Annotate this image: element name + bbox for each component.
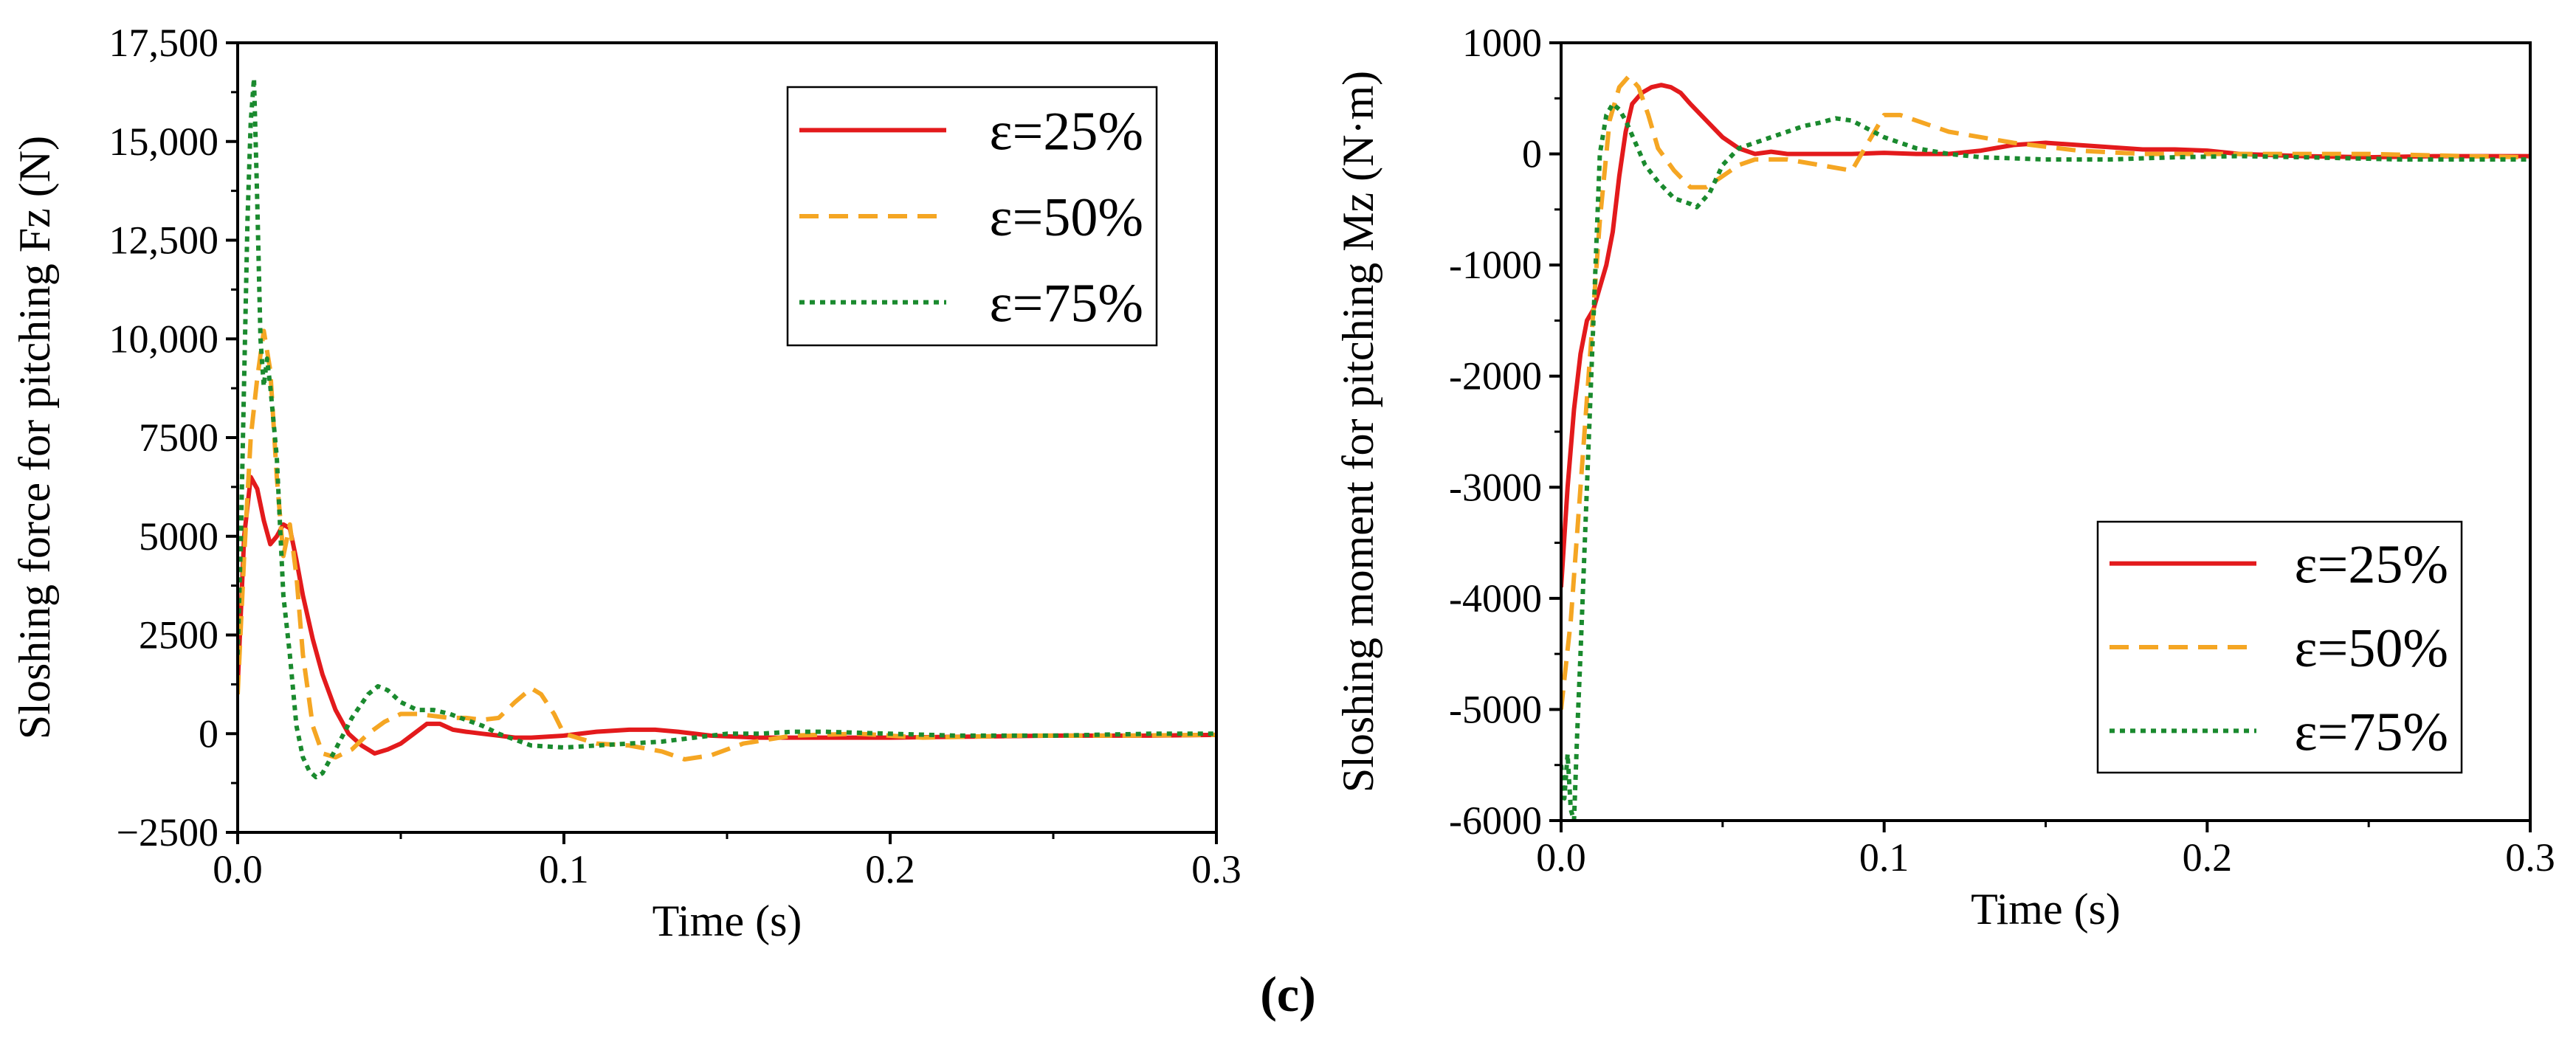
chart-mz: 0.0 0.1 0.2 0.3 -6000 -5000 -4000 -3000 … <box>1334 21 2555 933</box>
mz-y-tick: 1000 <box>1462 21 1561 65</box>
fz-y-tick: 0 <box>199 711 238 756</box>
mz-y-ticks: -6000 -5000 -4000 -3000 -2000 -1000 0 10… <box>1449 21 1561 843</box>
mz-y-tick-label: 0 <box>1522 132 1542 176</box>
mz-y-tick: 0 <box>1522 132 1561 176</box>
fz-x-tick: 0.2 <box>865 832 915 891</box>
mz-y-tick-label: -3000 <box>1449 465 1542 509</box>
fz-x-tick: 0.0 <box>213 832 263 891</box>
mz-x-tick: 0.1 <box>1859 821 1909 880</box>
mz-y-tick: -6000 <box>1449 798 1561 843</box>
chart-fz: 0.0 0.1 0.2 0.3 −2500 0 2500 5000 7500 1… <box>10 21 1241 945</box>
fz-y-tick-label: 5000 <box>139 514 218 559</box>
mz-series-layer <box>1561 74 2530 821</box>
mz-y-tick: -5000 <box>1449 687 1561 731</box>
mz-x-tick: 0.0 <box>1536 821 1586 880</box>
fz-y-tick: 5000 <box>139 514 238 559</box>
fz-x-tick: 0.1 <box>539 832 589 891</box>
mz-x-tick-label: 0.1 <box>1859 835 1909 880</box>
fz-y-tick: 10,000 <box>109 317 238 361</box>
fz-y-tick-label: 2500 <box>139 613 218 657</box>
fz-x-axis-title: Time (s) <box>652 897 802 945</box>
mz-y-tick-label: -4000 <box>1449 576 1542 621</box>
fz-y-tick: −2500 <box>117 810 238 855</box>
mz-y-tick-label: 1000 <box>1462 21 1542 65</box>
fz-y-tick: 12,500 <box>109 218 238 263</box>
fz-minor-ticks <box>231 91 1055 839</box>
mz-x-axis-title: Time (s) <box>1971 885 2121 933</box>
fz-series-eps50-line <box>238 328 1216 762</box>
fz-y-tick-label: 10,000 <box>109 317 219 361</box>
mz-legend-entry-eps75: ε=75% <box>2110 702 2448 762</box>
mz-y-tick-label: -6000 <box>1449 798 1542 843</box>
fz-legend-label-eps50: ε=50% <box>990 187 1143 248</box>
mz-series-eps25-line <box>1561 83 2530 587</box>
mz-x-tick-label: 0.2 <box>2183 835 2233 880</box>
mz-legend: ε=25% ε=50% ε=75% <box>2096 520 2463 774</box>
mz-y-tick: -1000 <box>1449 243 1561 287</box>
mz-legend-entry-eps25: ε=25% <box>2110 535 2448 596</box>
fz-legend-entry-eps75: ε=75% <box>799 274 1143 334</box>
mz-legend-label-eps25: ε=25% <box>2295 535 2448 596</box>
fz-y-tick: 17,500 <box>109 21 238 65</box>
fz-series-layer <box>238 76 1216 780</box>
mz-minor-ticks <box>1554 97 2370 827</box>
mz-legend-label-eps75: ε=75% <box>2295 702 2448 762</box>
fz-legend-label-eps75: ε=75% <box>990 274 1143 334</box>
fz-series-eps75-line <box>238 76 1216 780</box>
fz-x-ticks: 0.0 0.1 0.2 0.3 <box>213 832 1241 891</box>
mz-y-axis-title: Sloshing moment for pitching Mz (N·m) <box>1334 71 1382 793</box>
fz-y-tick-label: 7500 <box>139 415 218 460</box>
figure-caption: (c) <box>1260 966 1315 1022</box>
mz-x-tick: 0.2 <box>2183 821 2233 880</box>
fz-y-ticks: −2500 0 2500 5000 7500 10,000 12,500 15,… <box>109 21 238 855</box>
mz-y-tick-label: -2000 <box>1449 354 1542 398</box>
fz-y-tick-label: 0 <box>199 711 218 756</box>
mz-y-tick-label: -1000 <box>1449 243 1542 287</box>
fz-y-tick: 7500 <box>139 415 238 460</box>
fz-y-tick-label: −2500 <box>117 810 218 855</box>
fz-x-tick-label: 0.1 <box>539 847 589 891</box>
mz-series-eps50-line <box>1561 74 2530 710</box>
fz-legend-entry-eps50: ε=50% <box>799 187 1143 248</box>
fz-x-tick-label: 0.3 <box>1191 847 1241 891</box>
mz-x-tick: 0.3 <box>2505 821 2555 880</box>
mz-legend-entry-eps50: ε=50% <box>2110 618 2448 679</box>
mz-x-tick-label: 0.3 <box>2505 835 2555 880</box>
fz-y-tick-label: 17,500 <box>109 21 219 65</box>
mz-y-tick-label: -5000 <box>1449 687 1542 731</box>
fz-y-axis-title: Sloshing force for pitching Fz (N) <box>10 136 59 739</box>
fz-legend-label-eps25: ε=25% <box>990 101 1143 162</box>
mz-y-tick: -3000 <box>1449 465 1561 509</box>
fz-x-tick-label: 0.2 <box>865 847 915 891</box>
fz-y-tick-label: 12,500 <box>109 218 219 263</box>
mz-x-ticks: 0.0 0.1 0.2 0.3 <box>1536 821 2555 880</box>
fz-y-tick: 15,000 <box>109 120 238 164</box>
fz-legend-entry-eps25: ε=25% <box>799 101 1143 162</box>
fz-x-tick: 0.3 <box>1191 832 1241 891</box>
mz-y-tick: -2000 <box>1449 354 1561 398</box>
fz-y-tick-label: 15,000 <box>109 120 219 164</box>
fz-series-eps25-line <box>238 474 1216 756</box>
fz-legend: ε=25% ε=50% ε=75% <box>786 86 1158 347</box>
mz-x-tick-label: 0.0 <box>1536 835 1586 880</box>
fz-x-tick-label: 0.0 <box>213 847 263 891</box>
mz-legend-label-eps50: ε=50% <box>2295 618 2448 679</box>
mz-y-tick: -4000 <box>1449 576 1561 621</box>
fz-y-tick: 2500 <box>139 613 238 657</box>
